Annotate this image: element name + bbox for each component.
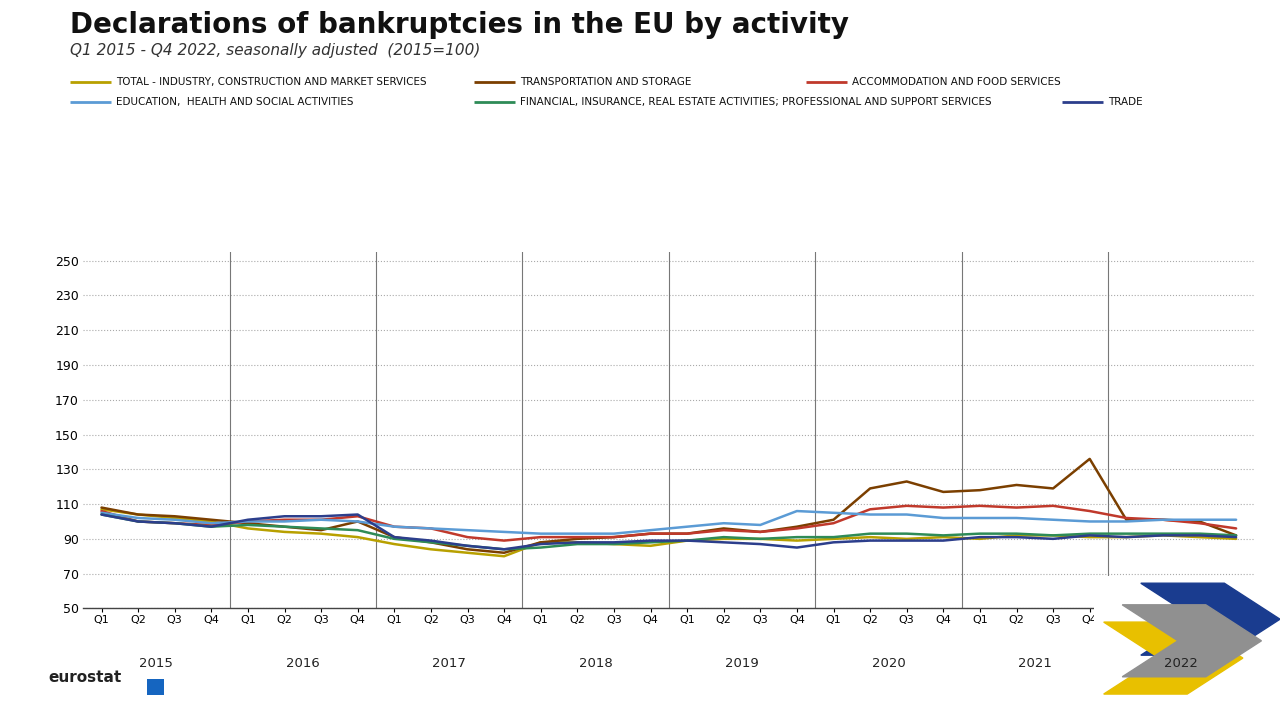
- Text: FINANCIAL, INSURANCE, REAL ESTATE ACTIVITIES; PROFESSIONAL AND SUPPORT SERVICES: FINANCIAL, INSURANCE, REAL ESTATE ACTIVI…: [520, 97, 991, 107]
- Text: 2015: 2015: [140, 657, 173, 670]
- Text: TRANSPORTATION AND STORAGE: TRANSPORTATION AND STORAGE: [520, 77, 691, 87]
- Text: TOTAL - INDUSTRY, CONSTRUCTION AND MARKET SERVICES: TOTAL - INDUSTRY, CONSTRUCTION AND MARKE…: [116, 77, 428, 87]
- Text: EDUCATION,  HEALTH AND SOCIAL ACTIVITIES: EDUCATION, HEALTH AND SOCIAL ACTIVITIES: [116, 97, 355, 107]
- Text: 2017: 2017: [433, 657, 466, 670]
- Text: Declarations of bankruptcies in the EU by activity: Declarations of bankruptcies in the EU b…: [70, 11, 850, 39]
- Text: ACCOMMODATION AND FOOD SERVICES: ACCOMMODATION AND FOOD SERVICES: [852, 77, 1061, 87]
- Text: 2021: 2021: [1018, 657, 1052, 670]
- Text: 2020: 2020: [872, 657, 905, 670]
- Text: TRADE: TRADE: [1108, 97, 1143, 107]
- Text: Q1 2015 - Q4 2022, seasonally adjusted  (2015=100): Q1 2015 - Q4 2022, seasonally adjusted (…: [70, 43, 481, 58]
- Text: 2019: 2019: [726, 657, 759, 670]
- Text: 2022: 2022: [1165, 657, 1198, 670]
- Polygon shape: [1103, 622, 1243, 694]
- Text: 2018: 2018: [579, 657, 612, 670]
- Text: eurostat: eurostat: [49, 670, 122, 685]
- Text: 2016: 2016: [285, 657, 320, 670]
- Polygon shape: [1123, 605, 1262, 677]
- Polygon shape: [1140, 583, 1280, 655]
